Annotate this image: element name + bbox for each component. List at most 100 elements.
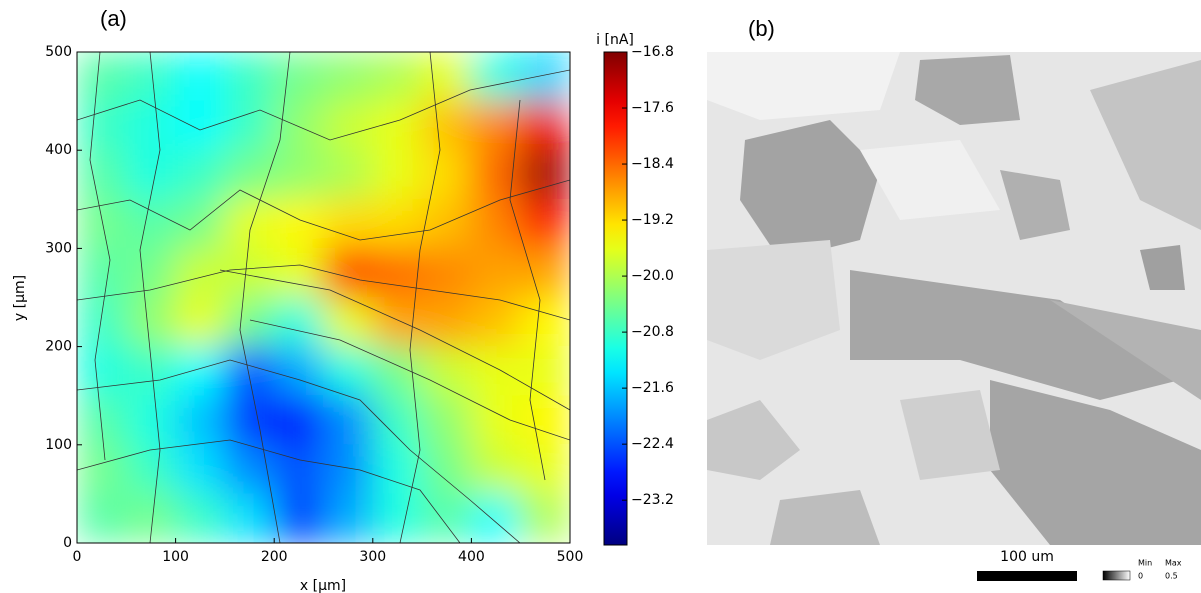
y-axis-label: y [µm] — [12, 275, 28, 321]
heatmap-cell — [323, 52, 374, 102]
heatmap-cell — [273, 100, 324, 151]
colorbar-ticks: −16.8 −17.6 −18.4 −19.2 −20.0 −20.8 −21.6 −22.4… — [622, 44, 674, 508]
heatmap-cell — [125, 149, 177, 200]
heatmap-cell — [273, 444, 324, 495]
heatmap-area — [77, 52, 570, 543]
legend-max: 0.5 — [1165, 572, 1178, 581]
grayscale-map — [707, 52, 1201, 545]
heatmap-cell — [273, 149, 324, 200]
heatmap-cell — [421, 198, 472, 249]
heatmap-cell — [323, 444, 374, 495]
colorbar-tick-label: −20.0 — [631, 268, 674, 284]
heatmap-cell — [273, 395, 324, 446]
heatmap-cell — [224, 247, 275, 298]
heatmap-cell — [125, 444, 177, 495]
heatmap-cell — [273, 346, 324, 397]
heatmap-cell — [372, 346, 423, 397]
heatmap-cell — [470, 395, 522, 446]
colorbar-tick-label: −17.6 — [631, 100, 674, 116]
grain-boundaries — [77, 52, 570, 543]
heatmap-cell — [470, 198, 522, 249]
heatmap-cell — [520, 346, 570, 397]
heatmap-cell — [77, 198, 127, 249]
x-tick-label: 500 — [557, 549, 584, 565]
colorbar-tick-label: −18.4 — [631, 156, 674, 172]
colorbar-tick-label: −22.4 — [631, 436, 674, 452]
heatmap-cell — [520, 493, 570, 543]
heatmap-cell — [421, 247, 472, 298]
y-tick-label: 300 — [45, 240, 72, 256]
heatmap-cell — [175, 444, 226, 495]
heatmap-cell — [323, 100, 374, 151]
panel-label: (b) — [748, 16, 775, 41]
colorbar-tick-label: −21.6 — [631, 380, 674, 396]
heatmap-cell — [175, 52, 226, 102]
scale-bar-label: 100 um — [1000, 549, 1054, 565]
heatmap-cell — [421, 297, 472, 348]
heatmap-cell — [125, 297, 177, 348]
heatmap-cell — [421, 444, 472, 495]
heatmap-cell — [372, 52, 423, 102]
heatmap-cell — [470, 149, 522, 200]
x-axis-label: x [µm] — [300, 578, 346, 593]
x-tick-label: 100 — [162, 549, 189, 565]
heatmap-cell — [372, 198, 423, 249]
heatmap-cell — [77, 100, 127, 151]
heatmap-cell — [520, 198, 570, 249]
y-tick-label: 0 — [63, 535, 72, 551]
heatmap-cell — [224, 444, 275, 495]
heatmap-cell — [175, 346, 226, 397]
heatmap-cell — [470, 52, 522, 102]
y-tick-label: 100 — [45, 437, 72, 453]
legend-max-label: Max — [1165, 559, 1182, 568]
colorbar-tick-label: −16.8 — [631, 44, 674, 60]
heatmap-cell — [77, 297, 127, 348]
y-tick-label: 400 — [45, 142, 72, 158]
heatmap-cell — [520, 297, 570, 348]
heatmap-cell — [224, 493, 275, 543]
colorbar-tick-label: −23.2 — [631, 492, 674, 508]
axes: 0 100 200 300 400 500 0 100 200 300 400 500 — [45, 44, 583, 565]
legend-min-label: Min — [1138, 559, 1152, 568]
heatmap-cell — [470, 100, 522, 151]
heatmap-cell — [520, 444, 570, 495]
min-max-legend — [1102, 570, 1131, 581]
heatmap-cell — [77, 493, 127, 543]
colorbar-tick-label: −19.2 — [631, 212, 674, 228]
heatmap-cell — [273, 52, 324, 102]
panel-label: (a) — [100, 6, 127, 31]
x-tick-label: 0 — [73, 549, 82, 565]
heatmap-cell — [175, 149, 226, 200]
heatmap-cell — [77, 52, 127, 102]
heatmap-cell — [175, 395, 226, 446]
heatmap-cell — [520, 247, 570, 298]
heatmap-cell — [273, 297, 324, 348]
heatmap-cell — [323, 493, 374, 543]
heatmap-cell — [125, 346, 177, 397]
heatmap-cell — [77, 444, 127, 495]
heatmap-cell — [175, 100, 226, 151]
heatmap-cell — [372, 444, 423, 495]
heatmap-cell — [175, 198, 226, 249]
heatmap-cell — [224, 149, 275, 200]
colorbar — [603, 51, 628, 546]
scale-bar — [977, 571, 1077, 581]
heatmap-cell — [273, 198, 324, 249]
heatmap-cell — [323, 198, 374, 249]
x-tick-label: 400 — [458, 549, 485, 565]
heatmap-cell — [470, 444, 522, 495]
heatmap-cell — [224, 52, 275, 102]
heatmap-cell — [273, 493, 324, 543]
heatmap-cell — [224, 198, 275, 249]
x-tick-label: 200 — [261, 549, 288, 565]
legend-min: 0 — [1138, 572, 1143, 581]
heatmap-cell — [175, 297, 226, 348]
heatmap-cell — [372, 149, 423, 200]
x-tick-label: 300 — [359, 549, 386, 565]
heatmap-cell — [421, 346, 472, 397]
heatmap-cell — [175, 493, 226, 543]
heatmap-cell — [372, 493, 423, 543]
heatmap-cell — [77, 346, 127, 397]
